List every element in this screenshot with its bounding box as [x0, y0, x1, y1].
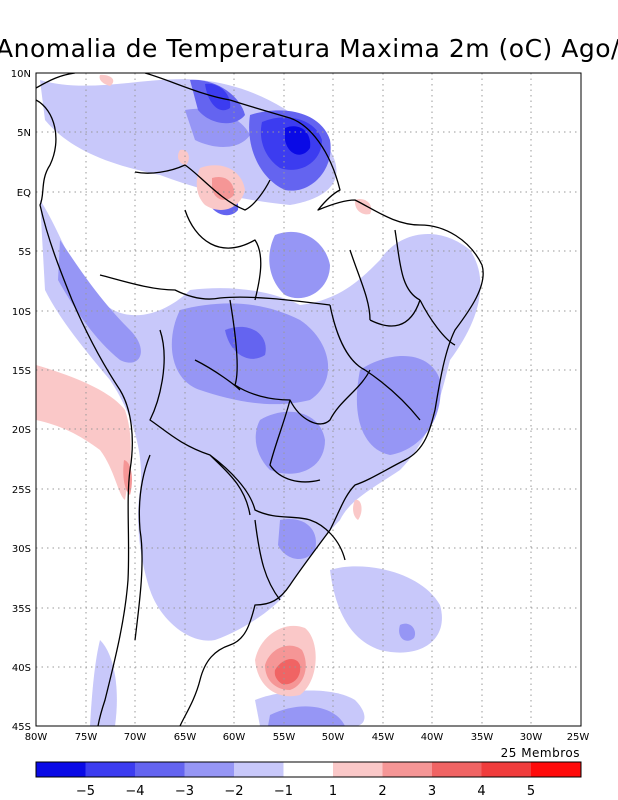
colorbar-swatch: [135, 762, 185, 777]
anomaly-neg5-region: [285, 126, 311, 155]
anomaly-pos1-region: [353, 499, 362, 520]
colorbar-swatch: [234, 762, 284, 777]
anomaly-neg2-region: [58, 240, 141, 363]
lon-label: 25W: [567, 732, 590, 743]
anomaly-neg2-region: [269, 231, 330, 299]
lat-label: 10S: [12, 307, 31, 318]
colorbar-label: −5: [76, 784, 95, 799]
anomaly-neg2-region: [399, 623, 416, 641]
members-note: 25 Membros: [500, 746, 580, 760]
lat-label: 15S: [12, 366, 31, 377]
anomaly-neg2-region: [268, 706, 345, 726]
map-title: Anomalia de Temperatura Maxima 2m (oC) A…: [0, 34, 618, 63]
anomaly-neg2-region: [255, 411, 325, 474]
anomaly-neg1-region: [40, 79, 337, 205]
anomaly-pos3-region: [274, 658, 301, 685]
colorbar-label: 1: [329, 784, 337, 799]
colorbar-label: −4: [125, 784, 144, 799]
anomaly-pos1-region: [99, 74, 114, 86]
lon-label: 70W: [124, 732, 147, 743]
lat-label: 5N: [17, 128, 31, 139]
colorbar-label: 3: [428, 784, 436, 799]
colorbar-label: 4: [477, 784, 485, 799]
colorbar-label: −2: [224, 784, 243, 799]
lon-label: 35W: [471, 732, 494, 743]
colorbar-swatch: [85, 762, 135, 777]
anomaly-neg2-region: [356, 356, 441, 455]
lon-label: 45W: [372, 732, 395, 743]
colorbar-swatch: [382, 762, 432, 777]
lon-label: 65W: [174, 732, 197, 743]
anomaly-pos1-region: [36, 365, 131, 500]
anomaly-neg1-region: [90, 640, 117, 726]
anomaly-neg2-region: [278, 519, 316, 560]
colorbar-swatch: [481, 762, 531, 777]
lon-label: 75W: [75, 732, 98, 743]
lon-label: 40W: [421, 732, 444, 743]
colorbar-label: −3: [175, 784, 194, 799]
lon-label: 55W: [273, 732, 296, 743]
colorbar-label: 2: [378, 784, 386, 799]
colorbar-label: −1: [274, 784, 293, 799]
lat-label: 35S: [12, 604, 31, 615]
colorbar-swatch: [432, 762, 482, 777]
colorbar-swatch: [36, 762, 86, 777]
country-border: [99, 164, 346, 641]
lat-label: 45S: [12, 722, 31, 733]
state-border: [194, 229, 456, 483]
anomaly-pos1-region: [354, 199, 372, 215]
lat-label: 20S: [12, 425, 31, 436]
anomaly-pos1-region: [178, 149, 189, 165]
lat-label: 25S: [12, 485, 31, 496]
lat-label: 30S: [12, 544, 31, 555]
lat-label: 40S: [12, 663, 31, 674]
colorbar-swatch: [283, 762, 333, 777]
lat-label: 5S: [18, 247, 31, 258]
lon-label: 80W: [25, 732, 48, 743]
lat-label: EQ: [17, 188, 31, 199]
colorbar: −5 −4 −3 −2 −1 1 2 3 4 5: [35, 761, 582, 799]
anomaly-pos2-region: [212, 176, 235, 200]
anomaly-neg1-region: [330, 566, 442, 653]
lon-label: 60W: [223, 732, 246, 743]
colorbar-swatch: [333, 762, 383, 777]
colorbar-swatch: [184, 762, 234, 777]
lon-label: 50W: [322, 732, 345, 743]
colorbar-swatch: [531, 762, 581, 777]
colorbar-label: 5: [527, 784, 535, 799]
lon-label: 30W: [520, 732, 543, 743]
coastline: [36, 73, 484, 726]
anomaly-field: [36, 74, 481, 726]
lat-label: 10N: [11, 69, 31, 80]
plot-frame: [35, 72, 582, 727]
